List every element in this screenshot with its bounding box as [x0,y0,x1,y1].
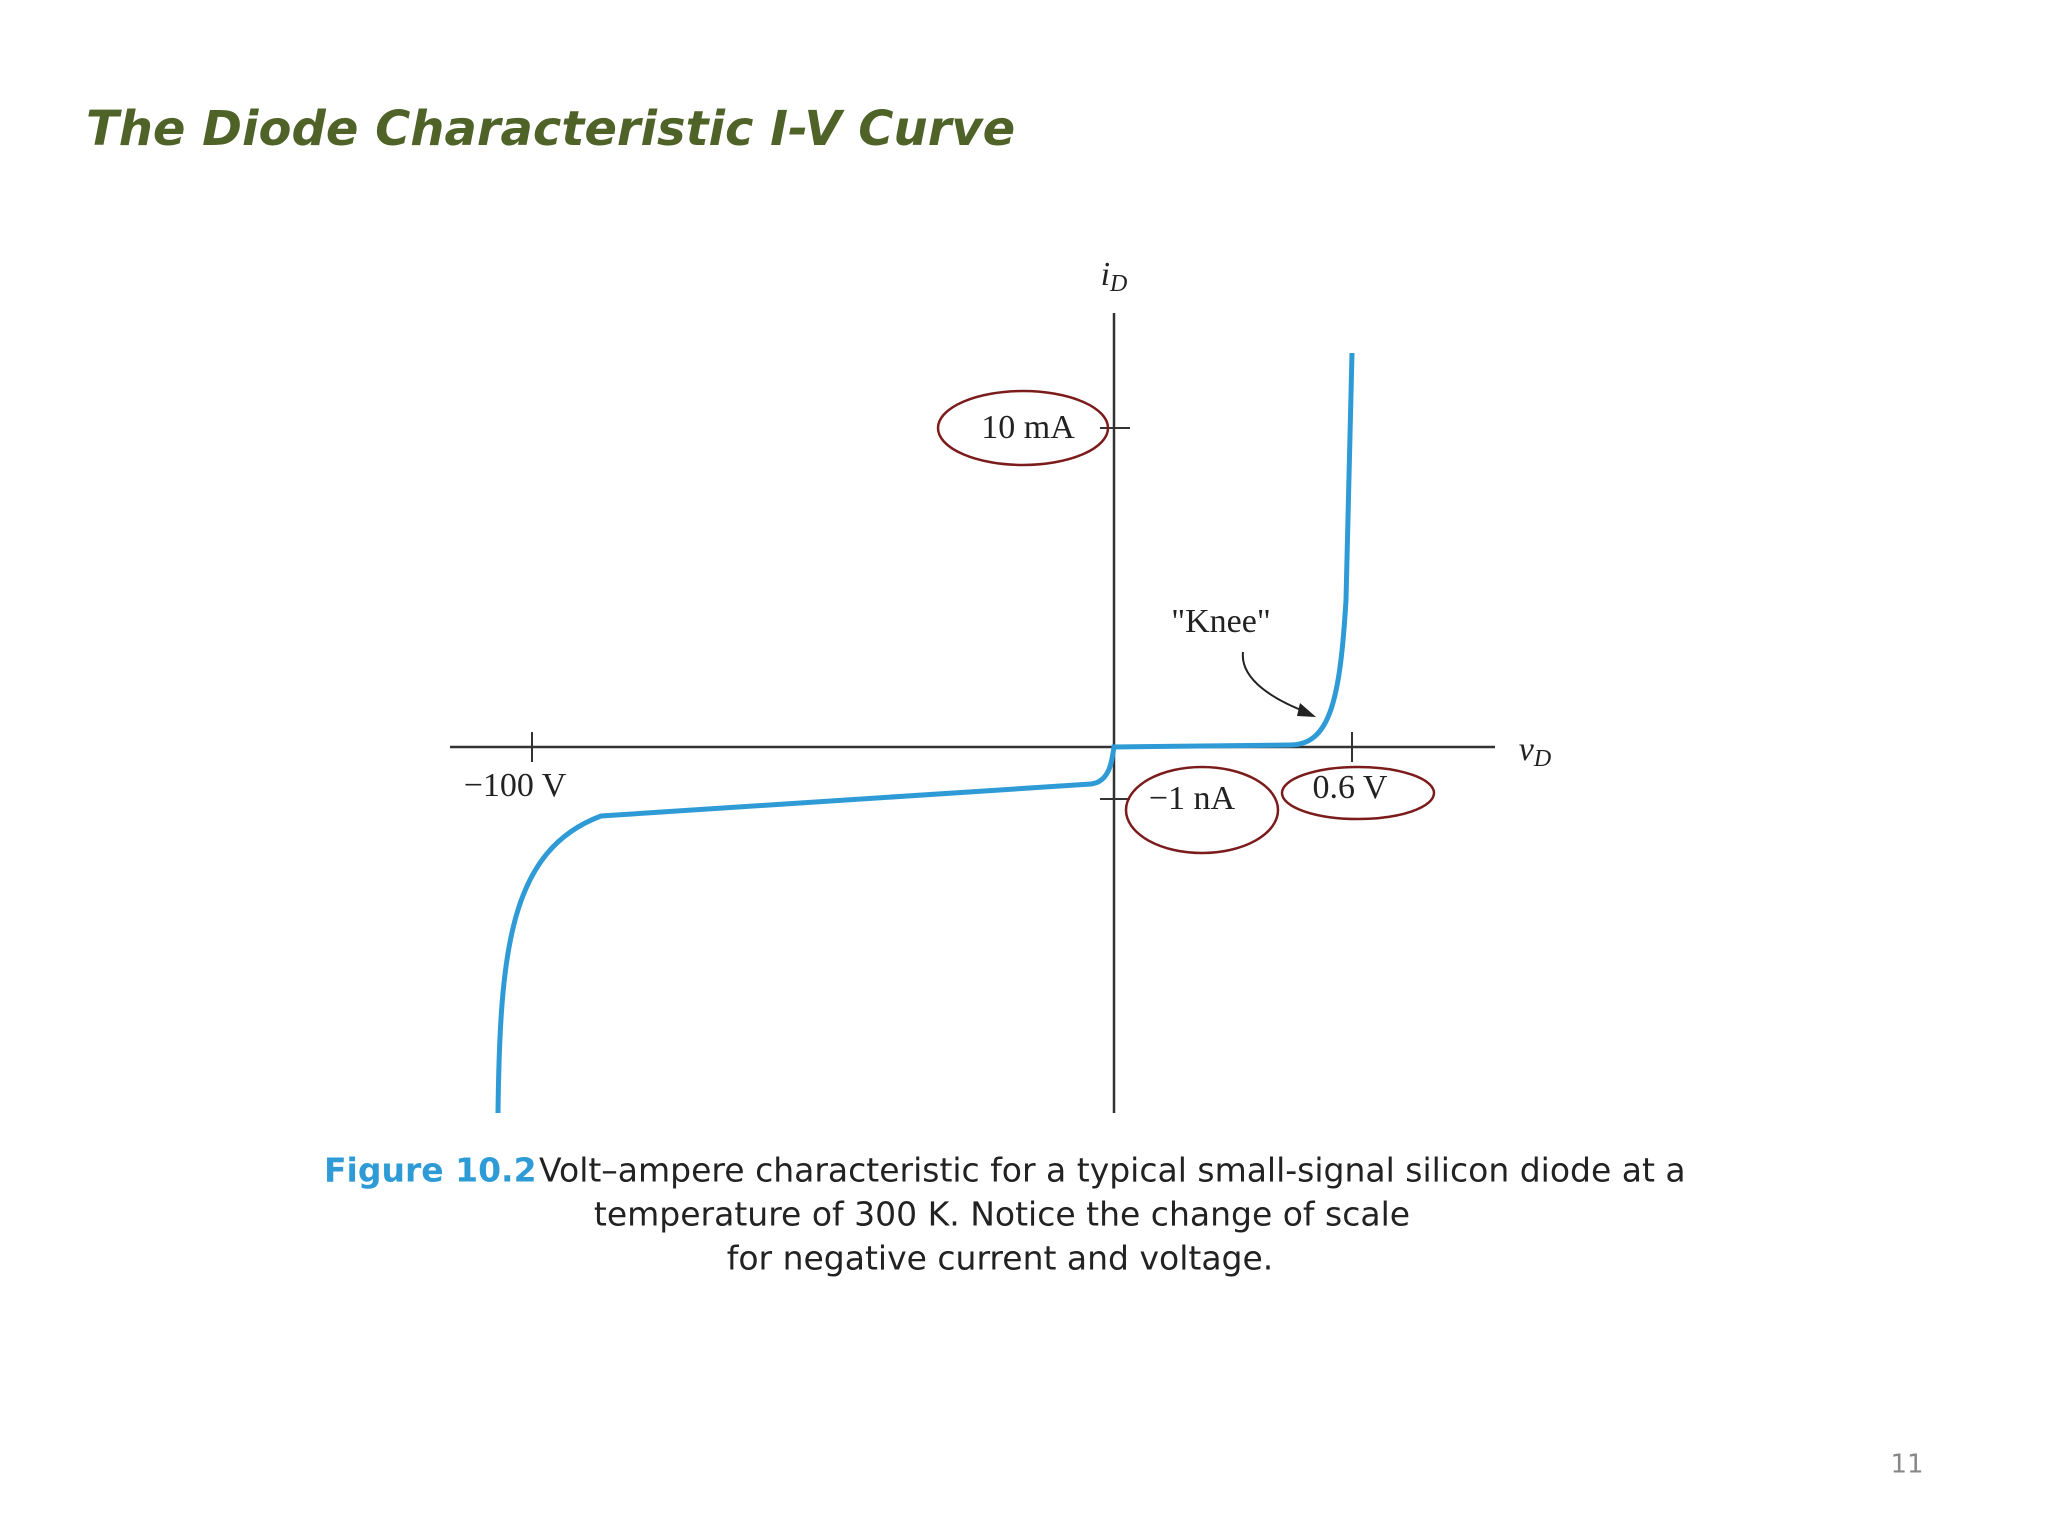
tick-label: 0.6 V [1313,769,1388,806]
tick-label: 10 mA [981,409,1075,446]
y-axis-label: iD [1101,256,1128,297]
iv-curve [495,352,1355,1114]
annotation: "Knee" [1171,603,1271,640]
tick-label: −100 V [464,767,567,804]
caption-line: temperature of 300 K. Notice the change … [594,1195,1410,1234]
caption-label: Figure 10.2 [324,1151,537,1190]
page-number: 11 [1890,1450,1923,1480]
highlight-ellipse [1280,765,1436,821]
x-axis-label: vD [1519,731,1551,772]
annotation-arrow [1241,651,1307,713]
tick-label: −1 nA [1149,780,1236,817]
highlight-ellipse [936,389,1110,467]
caption-line: for negative current and voltage. [727,1239,1274,1278]
caption-line: Volt–ampere characteristic for a typical… [539,1151,1686,1190]
highlight-ellipse [1124,765,1280,855]
arrow-head [1297,703,1316,717]
slide-title: The Diode Characteristic I-V Curve [86,101,1015,157]
